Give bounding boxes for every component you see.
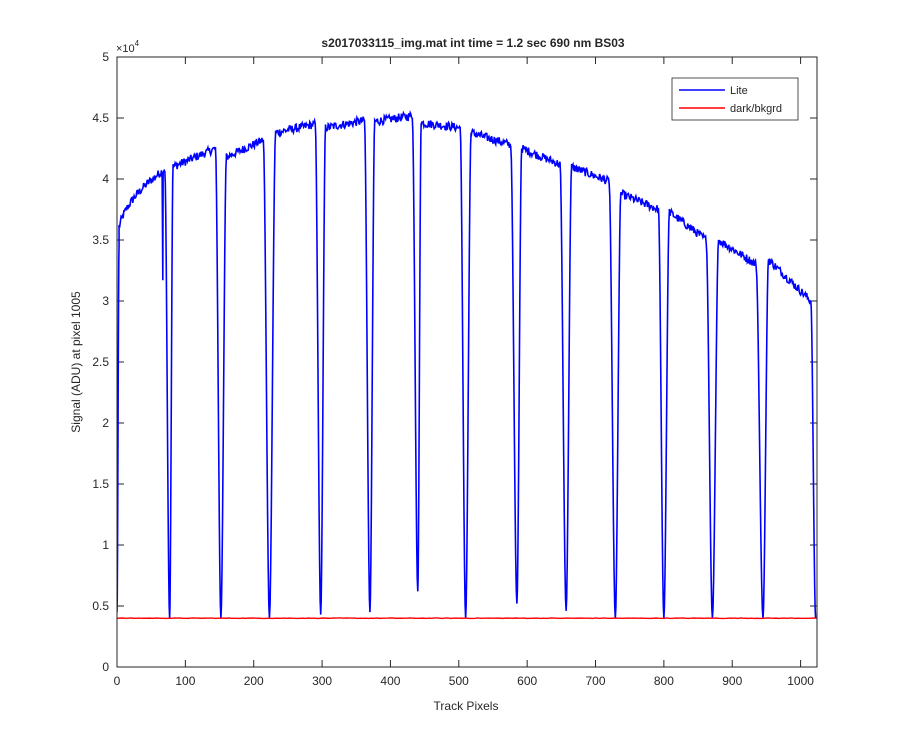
y-tick-label: 3 [102, 294, 109, 308]
legend-box [671, 77, 799, 121]
y-exponent-label: ×104 [116, 39, 140, 55]
y-tick-label: 2 [102, 416, 109, 430]
x-tick-label: 0 [114, 674, 121, 688]
x-tick-label: 200 [244, 674, 264, 688]
x-tick-label: 300 [312, 674, 332, 688]
x-tick-label: 1000 [787, 674, 814, 688]
x-axis-label: Track Pixels [434, 699, 499, 713]
tick-labels: 0 100 200 300 400 500 600 700 800 900 1000 0 0.5 1 1.5… [92, 50, 814, 688]
x-tick-label: 600 [517, 674, 537, 688]
legend-label-lite: Lite [730, 85, 748, 97]
y-tick-label: 0 [102, 660, 109, 674]
legend-label-dark: dark/bkgrd [730, 103, 782, 115]
plot-area [117, 109, 817, 620]
y-tick-label: 1.5 [92, 477, 109, 491]
series-lite-line [117, 109, 817, 619]
x-tick-label: 100 [175, 674, 195, 688]
chart-title: s2017033115_img.mat int time = 1.2 sec 6… [321, 36, 625, 50]
y-tick-label: 3.5 [92, 233, 109, 247]
x-tick-label: 500 [449, 674, 469, 688]
y-tick-label: 2.5 [92, 355, 109, 369]
y-tick-label: 0.5 [92, 599, 109, 613]
y-axis-label: Signal (ADU) at pixel 1005 [69, 291, 83, 433]
x-tick-label: 900 [722, 674, 742, 688]
y-tick-label: 1 [102, 538, 109, 552]
x-tick-label: 800 [654, 674, 674, 688]
y-tick-label: 5 [102, 50, 109, 64]
axes-frame [116, 56, 818, 668]
x-tick-label: 400 [380, 674, 400, 688]
y-tick-label: 4 [102, 172, 109, 186]
y-tick-label: 4.5 [92, 111, 109, 125]
legend: Lite dark/bkgrd [671, 77, 799, 121]
axis-ticks [116, 56, 817, 668]
x-tick-label: 700 [586, 674, 606, 688]
